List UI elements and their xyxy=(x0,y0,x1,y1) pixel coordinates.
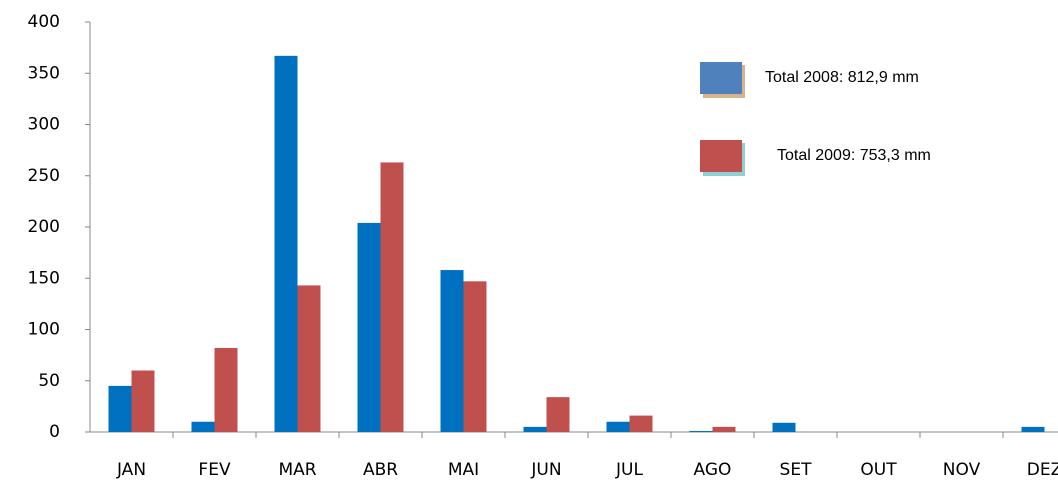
y-tick-label: 150 xyxy=(28,268,60,288)
legend-label: Total 2009: 753,3 mm xyxy=(777,147,931,164)
x-tick-label: FEV xyxy=(198,460,231,480)
y-tick-label: 250 xyxy=(28,166,60,186)
x-tick-label: SET xyxy=(780,460,813,480)
x-tick-label: OUT xyxy=(860,460,897,480)
legend-swatch xyxy=(700,140,742,172)
bar xyxy=(131,370,155,432)
x-tick-label: AGO xyxy=(694,460,732,480)
bar xyxy=(297,285,321,432)
y-tick-label: 300 xyxy=(28,115,60,135)
legend-label: Total 2008: 812,9 mm xyxy=(765,69,919,86)
x-tick-label: DEZ xyxy=(1027,460,1058,480)
bar xyxy=(772,422,796,432)
bar xyxy=(108,385,132,432)
x-tick-label: JUL xyxy=(615,460,643,480)
bar xyxy=(191,421,215,432)
x-tick-label: MAI xyxy=(448,460,479,480)
legend-swatch xyxy=(700,62,742,94)
x-tick-label: ABR xyxy=(363,460,398,480)
bar xyxy=(629,415,653,432)
y-tick-label: 100 xyxy=(28,320,60,340)
bar xyxy=(689,430,713,432)
x-tick-label: NOV xyxy=(943,460,981,480)
y-tick-label: 350 xyxy=(28,63,60,83)
bar xyxy=(523,426,547,432)
bar xyxy=(440,270,464,432)
y-tick-label: 200 xyxy=(28,217,60,237)
y-tick-label: 0 xyxy=(49,422,60,442)
bar xyxy=(214,347,238,432)
bar xyxy=(546,397,570,432)
bar xyxy=(1021,426,1045,432)
x-tick-label: JAN xyxy=(116,460,146,480)
bar xyxy=(274,55,298,432)
x-tick-label: JUN xyxy=(530,460,561,480)
bar xyxy=(463,281,487,432)
bar xyxy=(712,426,736,432)
x-tick-label: MAR xyxy=(278,460,316,480)
bar xyxy=(357,222,381,432)
y-tick-label: 50 xyxy=(38,371,60,391)
bar xyxy=(380,162,404,433)
bar xyxy=(606,421,630,432)
y-tick-label: 400 xyxy=(28,12,60,32)
